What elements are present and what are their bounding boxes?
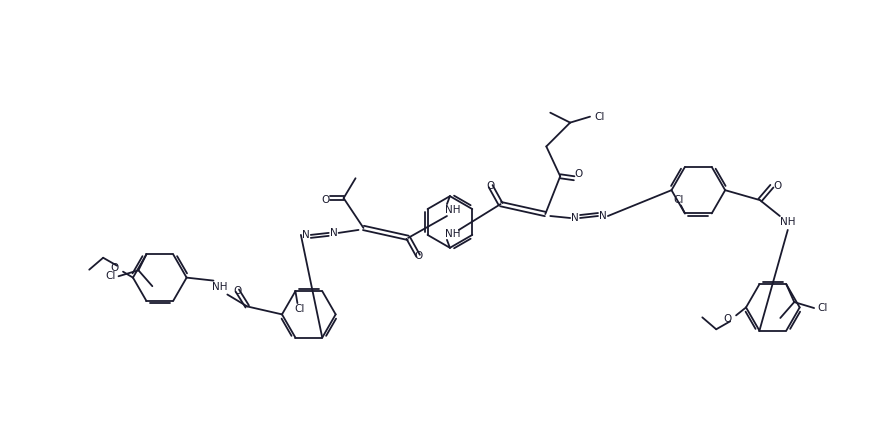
- Text: Cl: Cl: [594, 112, 604, 122]
- Text: O: O: [774, 181, 782, 191]
- Text: Cl: Cl: [674, 194, 684, 204]
- Text: NH: NH: [446, 229, 460, 239]
- Text: N: N: [302, 230, 310, 240]
- Text: Cl: Cl: [105, 271, 116, 281]
- Text: NH: NH: [211, 282, 227, 292]
- Text: O: O: [322, 195, 330, 205]
- Text: O: O: [111, 262, 119, 272]
- Text: N: N: [330, 228, 338, 238]
- Text: O: O: [414, 251, 422, 261]
- Text: O: O: [487, 181, 495, 191]
- Text: O: O: [233, 286, 241, 296]
- Text: Cl: Cl: [817, 303, 827, 313]
- Text: N: N: [599, 211, 607, 221]
- Text: N: N: [571, 213, 579, 223]
- Text: NH: NH: [780, 217, 795, 227]
- Text: NH: NH: [446, 205, 460, 215]
- Text: O: O: [724, 314, 732, 324]
- Text: Cl: Cl: [294, 304, 304, 314]
- Text: O: O: [574, 169, 582, 179]
